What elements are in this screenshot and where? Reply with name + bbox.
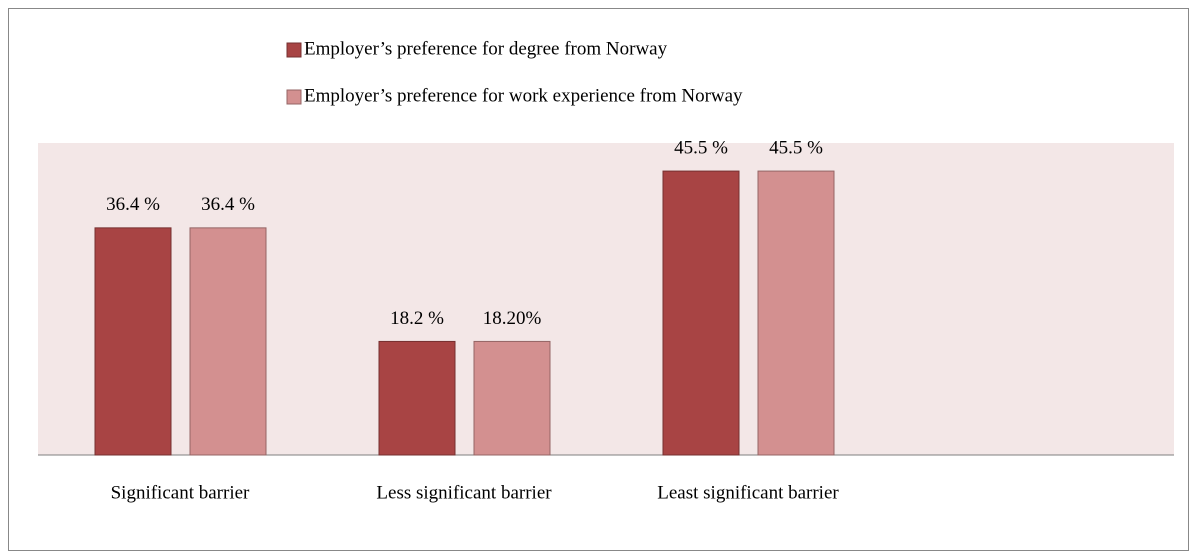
- x-tick-label: Least significant barrier: [657, 482, 839, 503]
- legend-label: Employer’s preference for degree from No…: [304, 38, 668, 59]
- bar: [378, 340, 456, 456]
- value-label: 45.5 %: [674, 137, 728, 158]
- value-label: 36.4 %: [201, 194, 255, 215]
- bar: [189, 227, 267, 456]
- bar: [662, 170, 740, 456]
- x-tick-label: Less significant barrier: [376, 482, 552, 503]
- legend-swatch: [286, 89, 302, 105]
- value-label: 18.20%: [483, 308, 542, 329]
- legend-label: Employer’s preference for work experienc…: [304, 85, 743, 106]
- bar: [94, 227, 172, 456]
- value-label: 45.5 %: [769, 137, 823, 158]
- value-label: 36.4 %: [106, 194, 160, 215]
- legend-swatch: [286, 42, 302, 58]
- value-label: 18.2 %: [390, 308, 444, 329]
- bar: [757, 170, 835, 456]
- x-tick-label: Significant barrier: [111, 482, 250, 503]
- bar: [473, 340, 551, 456]
